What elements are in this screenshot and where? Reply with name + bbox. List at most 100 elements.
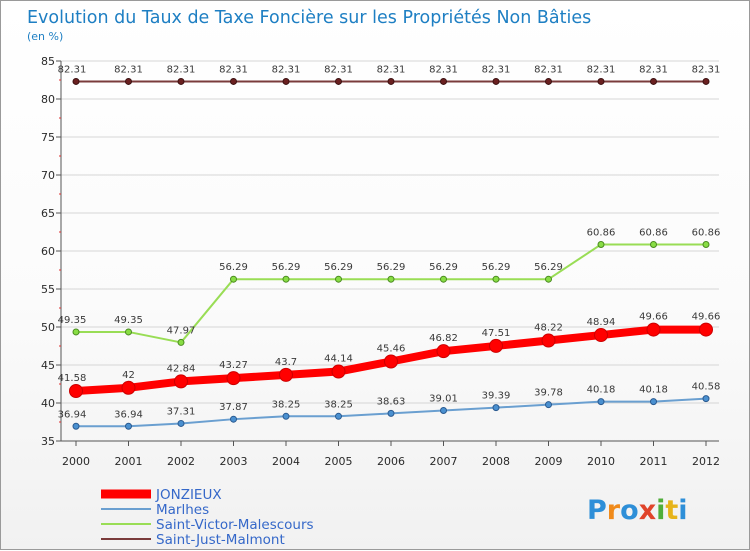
y-tick-label-85: 85 [41, 55, 55, 68]
y-tick-label-65: 65 [41, 207, 55, 220]
data-label-saint-victor-malescours-2002: 47.97 [167, 325, 196, 336]
point-saint-victor-malescours-2008 [492, 275, 500, 283]
data-label-jonzieux-2001: 42 [122, 370, 135, 381]
point-jonzieux-2003 [226, 371, 241, 386]
series-marlhes: 36.94 36.94 37.31 37.87 38.25 38.25 38.63 39.01… [58, 382, 721, 430]
point-jonzieux-2002 [174, 374, 188, 389]
data-label-saint-victor-malescours-2001: 49.35 [114, 315, 143, 326]
point-saint-just-malmont-2005 [335, 77, 342, 85]
logo-text: Proxiti [587, 495, 688, 526]
data-label-marlhes-2002: 37.31 [167, 406, 196, 417]
point-saint-victor-malescours-2002 [177, 338, 185, 346]
x-tick-labels: 2000 2001 2002 2003 2004 2005 2006 2007 2008 2009… [62, 455, 720, 468]
legend: JONZIEUXMarlhesSaint-Victor-MalescoursSa… [101, 487, 314, 548]
point-saint-victor-malescours-2007 [440, 275, 447, 283]
data-label-marlhes-2006: 38.63 [377, 396, 406, 407]
y-tick-label-35: 35 [41, 435, 55, 448]
point-jonzieux-2001 [121, 380, 136, 395]
data-label-jonzieux-2004: 43.7 [275, 357, 297, 368]
point-saint-victor-malescours-2011 [650, 240, 657, 248]
grid-lines [61, 60, 719, 404]
data-label-marlhes-2003: 37.87 [219, 402, 248, 413]
data-label-saint-victor-malescours-2005: 56.29 [324, 262, 353, 273]
point-marlhes-2012 [702, 395, 710, 403]
point-marlhes-2001 [125, 422, 132, 430]
point-marlhes-2011 [650, 398, 657, 406]
data-label-saint-just-malmont-2002: 82.31 [167, 64, 196, 75]
point-saint-victor-malescours-2001 [125, 328, 132, 336]
data-label-marlhes-2001: 36.94 [114, 409, 143, 420]
y-tick-label-60: 60 [41, 245, 55, 258]
x-tick-label-2002: 2002 [167, 455, 195, 468]
y-tick-label-70: 70 [41, 169, 55, 182]
data-label-saint-just-malmont-2010: 82.31 [587, 64, 616, 75]
point-saint-victor-malescours-2003 [230, 275, 237, 283]
point-saint-just-malmont-2002 [177, 77, 185, 85]
point-jonzieux-2005 [331, 364, 346, 379]
data-label-saint-just-malmont-2008: 82.31 [482, 64, 511, 75]
point-jonzieux-2010 [594, 328, 608, 343]
legend-label-marlhes: Marlhes [156, 502, 209, 518]
data-label-saint-victor-malescours-2006: 56.29 [377, 262, 406, 273]
point-marlhes-2003 [230, 415, 237, 423]
data-label-saint-just-malmont-2005: 82.31 [324, 64, 353, 75]
x-tick-label-2007: 2007 [430, 455, 458, 468]
point-jonzieux-2011 [646, 322, 661, 337]
legend-label-saint-just-malmont: Saint-Just-Malmont [156, 532, 285, 548]
series-saint-just-malmont: 82.31 82.31 82.31 82.31 82.31 82.31 82.31 82.31… [58, 64, 721, 85]
point-jonzieux-2009 [541, 333, 556, 348]
point-saint-victor-malescours-2004 [282, 275, 290, 283]
point-saint-just-malmont-2010 [597, 77, 605, 85]
y-axis-unit-label: (en %) [27, 30, 63, 43]
point-saint-victor-malescours-2010 [597, 240, 605, 248]
y-tick-label-75: 75 [41, 131, 55, 144]
point-jonzieux-2000 [69, 383, 83, 398]
point-saint-just-malmont-2009 [545, 77, 552, 85]
data-label-jonzieux-2000: 41.58 [58, 373, 87, 384]
x-tick-label-2003: 2003 [220, 455, 248, 468]
data-label-marlhes-2004: 38.25 [272, 399, 301, 410]
point-jonzieux-2004 [279, 367, 293, 382]
data-label-saint-victor-malescours-2007: 56.29 [429, 262, 458, 273]
x-tick-label-2012: 2012 [692, 455, 720, 468]
point-saint-just-malmont-2008 [492, 77, 500, 85]
point-marlhes-2009 [545, 401, 552, 409]
data-label-saint-victor-malescours-2010: 60.86 [587, 227, 616, 238]
data-label-marlhes-2005: 38.25 [324, 399, 353, 410]
data-label-marlhes-2012: 40.58 [692, 382, 721, 393]
point-marlhes-2000 [72, 422, 80, 430]
proxiti-logo: Proxiti [587, 495, 688, 526]
data-label-saint-victor-malescours-2011: 60.86 [639, 227, 668, 238]
data-label-marlhes-2008: 39.39 [482, 391, 511, 402]
data-label-marlhes-2011: 40.18 [639, 385, 668, 396]
point-marlhes-2005 [335, 412, 342, 420]
data-label-jonzieux-2007: 46.82 [429, 333, 458, 344]
data-label-saint-just-malmont-2012: 82.31 [692, 64, 721, 75]
data-label-marlhes-2010: 40.18 [587, 385, 616, 396]
point-saint-just-malmont-2012 [702, 77, 710, 85]
x-tick-label-2011: 2011 [640, 455, 668, 468]
series-saint-victor-malescours: 49.35 49.35 47.97 56.29 56.29 56.29 56.29 56.29… [58, 227, 721, 346]
data-label-jonzieux-2012: 49.66 [692, 312, 721, 323]
y-tick-label-45: 45 [41, 359, 55, 372]
data-label-saint-victor-malescours-2003: 56.29 [219, 262, 248, 273]
point-saint-just-malmont-2004 [282, 77, 290, 85]
point-saint-just-malmont-2011 [650, 77, 657, 85]
data-label-marlhes-2007: 39.01 [429, 394, 458, 405]
point-jonzieux-2007 [436, 344, 451, 359]
data-label-saint-victor-malescours-2000: 49.35 [58, 315, 87, 326]
point-marlhes-2007 [440, 407, 447, 415]
data-label-jonzieux-2005: 44.14 [324, 354, 353, 365]
point-marlhes-2004 [282, 412, 290, 420]
x-tick-label-2006: 2006 [377, 455, 405, 468]
x-tick-label-2004: 2004 [272, 455, 300, 468]
data-label-jonzieux-2002: 42.84 [167, 363, 196, 374]
point-saint-just-malmont-2003 [230, 77, 237, 85]
y-tick-label-80: 80 [41, 93, 55, 106]
data-label-saint-victor-malescours-2012: 60.86 [692, 227, 721, 238]
data-label-saint-just-malmont-2000: 82.31 [58, 64, 87, 75]
data-label-saint-victor-malescours-2009: 56.29 [534, 262, 563, 273]
x-tick-label-2000: 2000 [62, 455, 90, 468]
